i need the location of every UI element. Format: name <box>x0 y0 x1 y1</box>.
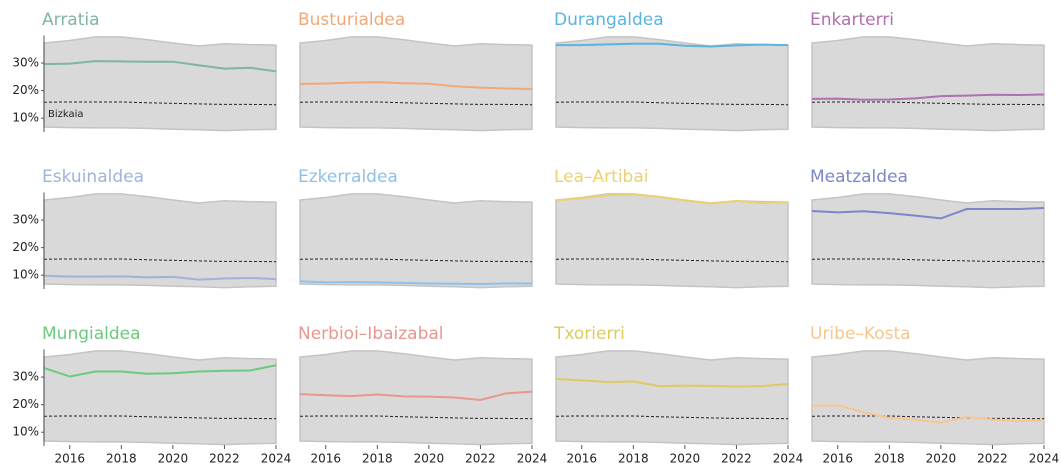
y-tick-label: 20% <box>12 397 39 411</box>
panel-title: Meatzaldea <box>810 167 908 187</box>
panel-title: Enkarterri <box>810 10 894 30</box>
panel: Lea–Artibai <box>554 167 789 289</box>
range-band <box>43 350 277 446</box>
range-band <box>555 36 789 132</box>
panel-title: Durangaldea <box>554 10 664 30</box>
panel-title: Nerbioi–Ibaizabal <box>298 324 444 344</box>
x-tick-label: 2022 <box>209 452 240 465</box>
x-tick-label: 2022 <box>465 452 496 465</box>
y-tick-label: 30% <box>12 370 39 384</box>
range-band <box>811 36 1045 132</box>
range-band <box>811 350 1045 446</box>
x-tick-label: 2022 <box>977 452 1008 465</box>
panel-title: Busturialdea <box>298 10 405 30</box>
x-tick-label: 2020 <box>926 452 957 465</box>
x-tick-label: 2016 <box>567 452 598 465</box>
annotation: Bizkaia <box>48 109 84 120</box>
panel-title: Uribe–Kosta <box>810 324 911 344</box>
panel: Uribe–Kosta 2016 2018 2020 2022 2024 <box>810 324 1059 465</box>
x-tick-label: 2018 <box>874 452 905 465</box>
panel: Nerbioi–Ibaizabal 2016 2018 2020 2022 2024 <box>298 324 547 465</box>
panel-title: Lea–Artibai <box>554 167 649 187</box>
x-tick-label: 2020 <box>158 452 189 465</box>
x-tick-label: 2016 <box>823 452 854 465</box>
panel: Busturialdea <box>298 10 533 132</box>
x-tick-label: 2024 <box>261 452 292 465</box>
series-line <box>555 193 789 205</box>
series-line <box>43 274 277 281</box>
reference-line <box>299 415 533 420</box>
x-tick-label: 2018 <box>362 452 393 465</box>
reference-line <box>811 415 1045 420</box>
range-band <box>555 350 789 446</box>
x-tick-label: 2022 <box>721 452 752 465</box>
reference-line <box>43 101 277 106</box>
series-line <box>299 280 532 286</box>
series-line <box>556 42 789 48</box>
panel-title: Arratia <box>42 10 100 30</box>
panel-title: Txorierri <box>553 324 625 344</box>
panel: Txorierri 2016 2018 2020 2022 2024 <box>553 324 803 465</box>
reference-line <box>299 101 533 106</box>
range-band <box>555 193 789 289</box>
series-line <box>43 60 277 73</box>
x-tick-label: 2024 <box>1029 452 1060 465</box>
reference-line <box>811 258 1045 263</box>
x-tick-label: 2016 <box>55 452 86 465</box>
range-band <box>811 193 1045 289</box>
range-band <box>299 350 533 446</box>
panel: Eskuinaldea 10% 20% 30% <box>12 167 277 289</box>
y-tick-label: 30% <box>12 56 39 70</box>
x-tick-label: 2018 <box>106 452 137 465</box>
series-line <box>43 364 277 378</box>
reference-line <box>811 101 1045 106</box>
panel-title: Mungialdea <box>42 324 141 344</box>
x-tick-label: 2020 <box>670 452 701 465</box>
panel-title: Ezkerraldea <box>298 167 398 187</box>
series-line <box>811 206 1045 220</box>
panel: Durangaldea <box>554 10 789 132</box>
x-tick-label: 2024 <box>773 452 804 465</box>
reference-line <box>555 415 789 420</box>
series-line <box>811 93 1045 101</box>
panel: Enkarterri <box>810 10 1045 132</box>
reference-line <box>43 258 277 263</box>
panel: Ezkerraldea <box>298 167 533 289</box>
y-tick-label: 10% <box>12 268 39 282</box>
series-line <box>299 390 533 401</box>
reference-line <box>299 258 533 263</box>
series-line <box>555 378 789 388</box>
range-band <box>43 193 277 289</box>
series-line <box>811 404 1045 424</box>
x-tick-label: 2020 <box>414 452 445 465</box>
panel-title: Eskuinaldea <box>42 167 144 187</box>
panel: Meatzaldea <box>810 167 1045 289</box>
x-tick-label: 2018 <box>618 452 649 465</box>
panel: Arratia Bizkaia 10% 20% 30% <box>12 10 277 132</box>
y-tick-label: 20% <box>12 83 39 97</box>
y-tick-label: 20% <box>12 240 39 254</box>
reference-line <box>555 101 789 106</box>
x-tick-label: 2024 <box>517 452 548 465</box>
reference-line <box>43 415 277 420</box>
y-tick-label: 10% <box>12 111 39 125</box>
range-band <box>299 193 533 289</box>
x-tick-label: 2016 <box>311 452 342 465</box>
y-tick-label: 30% <box>12 213 39 227</box>
series-line <box>299 81 533 90</box>
reference-line <box>555 258 789 263</box>
panel: Mungialdea 10% 20% 30% 2016 2018 2020 2022 2024 <box>12 324 291 465</box>
y-tick-label: 10% <box>12 425 39 439</box>
